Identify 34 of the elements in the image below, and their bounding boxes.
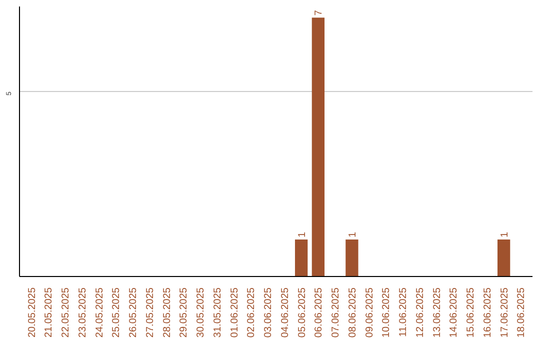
x-tick-label: 04.06.2025 [280, 287, 291, 338]
x-tick-label: 25.05.2025 [111, 287, 122, 338]
x-tick-label: 20.05.2025 [26, 287, 38, 338]
x-tick-label: 17.06.2025 [499, 287, 510, 338]
x-tick-label: 03.06.2025 [263, 287, 274, 338]
x-tick-label: 11.06.2025 [398, 287, 410, 337]
x-tick-label: 29.05.2025 [178, 287, 190, 338]
x-tick-label: 18.06.2025 [516, 287, 528, 338]
x-tick-label: 12.06.2025 [414, 287, 426, 338]
x-tick-label: 23.05.2025 [77, 287, 88, 338]
x-tick-label: 09.06.2025 [364, 287, 376, 338]
data-label: 1 [499, 232, 510, 238]
x-tick-label: 06.06.2025 [314, 287, 325, 338]
x-tick-label: 13.06.2025 [432, 287, 443, 338]
x-tick-label: 10.06.2025 [381, 287, 392, 338]
x-tick-label: 08.06.2025 [347, 287, 358, 338]
x-tick-label: 01.06.2025 [229, 287, 240, 338]
x-tick-label: 26.05.2025 [128, 287, 140, 338]
x-tick-label: 27.05.2025 [144, 287, 156, 338]
data-label: 1 [296, 232, 308, 238]
x-tick-label: 07.06.2025 [330, 287, 342, 338]
x-tick-label: 31.05.2025 [212, 287, 224, 338]
x-tick-label: 24.05.2025 [94, 287, 106, 338]
x-tick-label: 14.06.2025 [448, 287, 460, 338]
x-tick-label: 22.05.2025 [60, 287, 72, 338]
x-tick-label: 21.05.2025 [44, 287, 55, 338]
x-tick-label: 02.06.2025 [246, 287, 258, 338]
x-tick-label: 05.06.2025 [296, 287, 308, 338]
x-tick-label: 15.06.2025 [466, 287, 477, 338]
data-label: 7 [314, 10, 325, 16]
x-tick-label: 30.05.2025 [196, 287, 207, 338]
x-tick-label: 16.06.2025 [482, 287, 494, 338]
x-tick-label: 28.05.2025 [162, 287, 173, 338]
data-label: 1 [347, 232, 358, 238]
